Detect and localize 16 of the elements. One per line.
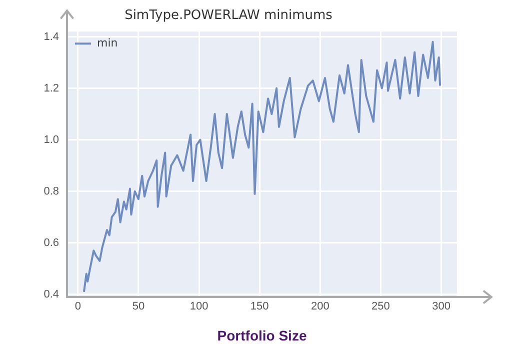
x-tick-label: 0 <box>74 300 81 313</box>
x-tick-label: 100 <box>190 300 208 313</box>
chart-title: SimType.POWERLAW minimums <box>124 8 333 24</box>
x-tick-label: 300 <box>432 300 450 313</box>
x-tick-label: 200 <box>310 300 330 313</box>
x-tick-label: 50 <box>132 300 145 313</box>
y-tick-label: 0.8 <box>44 185 59 198</box>
legend-label: min <box>97 36 118 50</box>
y-tick-label: 1.4 <box>44 30 59 43</box>
y-tick-label: 1.0 <box>44 134 59 146</box>
x-tick-label: 250 <box>372 300 390 313</box>
y-tick-label: 0.4 <box>44 288 59 300</box>
x-tick-label: 150 <box>250 300 269 313</box>
y-tick-label: 0.6 <box>44 236 59 249</box>
y-tick-label: 1.2 <box>44 82 59 94</box>
x-axis-title: Portfolio Size <box>217 327 307 344</box>
